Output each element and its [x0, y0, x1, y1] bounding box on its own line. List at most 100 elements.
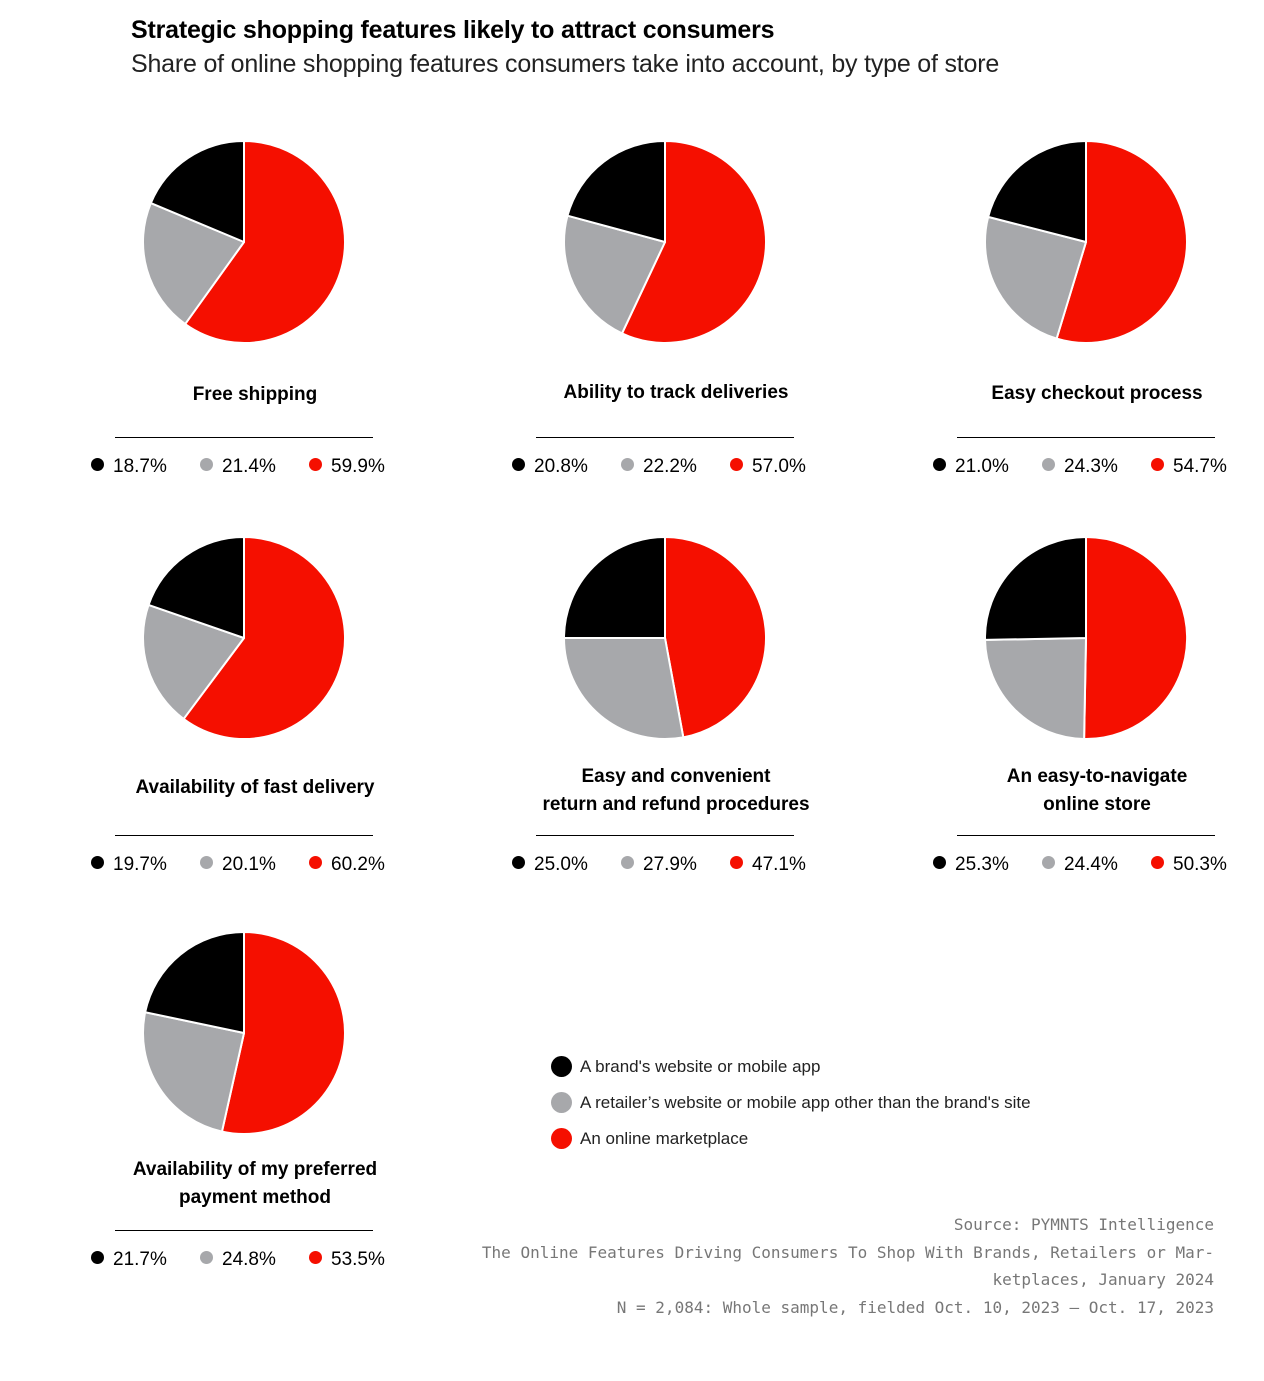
- value-text: 19.7%: [113, 854, 167, 875]
- pie-slice-brand: [144, 931, 245, 1034]
- pie-title: An easy-to-navigate online store: [932, 763, 1262, 819]
- value-text: 22.2%: [643, 456, 697, 477]
- pie-slice-brand: [149, 140, 245, 243]
- swatch-retailer: [200, 856, 213, 869]
- chart-title: Strategic shopping features likely to at…: [131, 16, 775, 44]
- pie-slice-brand: [147, 536, 245, 639]
- value-text: 24.8%: [222, 1249, 276, 1270]
- value-text: 54.7%: [1173, 456, 1227, 477]
- legend-item-brand: A brand's website or mobile app: [551, 1054, 1031, 1090]
- pie-panel: An easy-to-navigate online store 25.3% 24.4…: [933, 534, 1264, 884]
- data-label-brand: 19.7%: [91, 854, 167, 876]
- pie-slice-brand: [566, 140, 666, 243]
- pie-slice-marketplace: [664, 536, 768, 739]
- pie-svg: [142, 140, 346, 344]
- legend-label-brand: A brand's website or mobile app: [580, 1057, 821, 1076]
- data-label-marketplace: 59.9%: [309, 456, 385, 478]
- pie-svg: [984, 140, 1188, 344]
- divider: [115, 835, 373, 836]
- pie-panel: Availability of fast delivery 19.7% 20.1% 6…: [91, 534, 445, 884]
- swatch-marketplace: [730, 458, 743, 471]
- pie-title: Availability of my preferred payment meth…: [90, 1156, 420, 1212]
- data-label-brand: 25.3%: [933, 854, 1009, 876]
- pie-chart: [140, 138, 350, 348]
- pie-title: Availability of fast delivery: [135, 777, 375, 798]
- data-label-retailer: 20.1%: [200, 854, 276, 876]
- pie-svg: [984, 536, 1189, 740]
- swatch-retailer: [200, 458, 213, 471]
- pie-slice-marketplace: [220, 931, 346, 1135]
- swatch-brand: [91, 1251, 104, 1264]
- chart-subtitle: Share of online shopping features consum…: [131, 50, 1000, 78]
- data-label-marketplace: 54.7%: [1151, 456, 1227, 478]
- source-report-line: The Online Features Driving Consumers To…: [481, 1242, 1214, 1262]
- pie-chart: [982, 138, 1192, 348]
- value-text: 24.3%: [1064, 456, 1118, 477]
- value-text: 20.1%: [222, 854, 276, 875]
- swatch-brand: [933, 856, 946, 869]
- pie-chart: [140, 534, 350, 744]
- pie-chart: [561, 138, 771, 348]
- swatch-brand: [933, 458, 946, 471]
- pie-title-line: return and refund procedures: [542, 794, 810, 815]
- swatch-marketplace: [1151, 458, 1164, 471]
- value-text: 21.4%: [222, 456, 276, 477]
- pie-panel: Availability of my preferred payment meth…: [91, 929, 445, 1279]
- pie-slice-marketplace: [621, 140, 767, 344]
- value-text: 59.9%: [331, 456, 385, 477]
- legend-label-marketplace: An online marketplace: [580, 1129, 749, 1148]
- swatch-retailer: [200, 1251, 213, 1264]
- pie-slice-retailer: [142, 1011, 245, 1133]
- pie-slice-retailer: [563, 637, 685, 740]
- data-label-brand: 20.8%: [512, 456, 588, 478]
- source-note: Source: PYMNTS Intelligence The Online F…: [474, 1211, 1214, 1321]
- pie-svg: [563, 536, 768, 740]
- swatch-brand: [91, 856, 104, 869]
- pie-slice-retailer: [142, 202, 245, 326]
- pie-chart: [982, 534, 1192, 744]
- data-label-marketplace: 57.0%: [730, 456, 806, 478]
- divider: [957, 437, 1215, 438]
- swatch-retailer: [621, 458, 634, 471]
- swatch-brand: [512, 458, 525, 471]
- divider: [536, 835, 794, 836]
- swatch-retailer: [621, 856, 634, 869]
- pie-svg: [563, 140, 767, 344]
- pie-slice-retailer: [984, 637, 1087, 740]
- source-line: Source: PYMNTS Intelligence: [953, 1215, 1214, 1234]
- data-label-brand: 21.7%: [91, 1249, 167, 1271]
- value-text: 24.4%: [1064, 854, 1118, 875]
- pie-slice-brand: [984, 536, 1087, 641]
- pie-svg: [142, 536, 346, 740]
- legend: A brand's website or mobile app A retail…: [551, 1054, 1031, 1162]
- value-text: 25.3%: [955, 854, 1009, 875]
- pie-slice-retailer: [563, 214, 666, 335]
- divider: [536, 437, 794, 438]
- data-label-retailer: 22.2%: [621, 456, 697, 478]
- swatch-marketplace: [1151, 856, 1164, 869]
- value-text: 21.7%: [113, 1249, 167, 1270]
- data-label-marketplace: 60.2%: [309, 854, 385, 876]
- pie-title: Ability to track deliveries: [563, 382, 789, 403]
- data-label-retailer: 24.8%: [200, 1249, 276, 1271]
- pie-svg: [142, 931, 346, 1135]
- pie-panel: Ability to track deliveries 20.8% 22.2% 57.…: [512, 138, 866, 486]
- swatch-retailer: [1042, 856, 1055, 869]
- value-text: 25.0%: [534, 854, 588, 875]
- swatch-marketplace: [309, 856, 322, 869]
- data-label-brand: 21.0%: [933, 456, 1009, 478]
- data-label-brand: 25.0%: [512, 854, 588, 876]
- swatch-retailer: [1042, 458, 1055, 471]
- value-text: 18.7%: [113, 456, 167, 477]
- value-text: 53.5%: [331, 1249, 385, 1270]
- swatch-marketplace: [730, 856, 743, 869]
- legend-swatch-marketplace: [551, 1128, 572, 1149]
- pie-chart: [561, 534, 771, 744]
- value-text: 27.9%: [643, 854, 697, 875]
- data-label-retailer: 27.9%: [621, 854, 697, 876]
- swatch-brand: [512, 856, 525, 869]
- legend-swatch-retailer: [551, 1092, 572, 1113]
- pie-slice-marketplace: [1083, 536, 1189, 740]
- value-text: 47.1%: [752, 854, 806, 875]
- legend-swatch-brand: [551, 1056, 572, 1077]
